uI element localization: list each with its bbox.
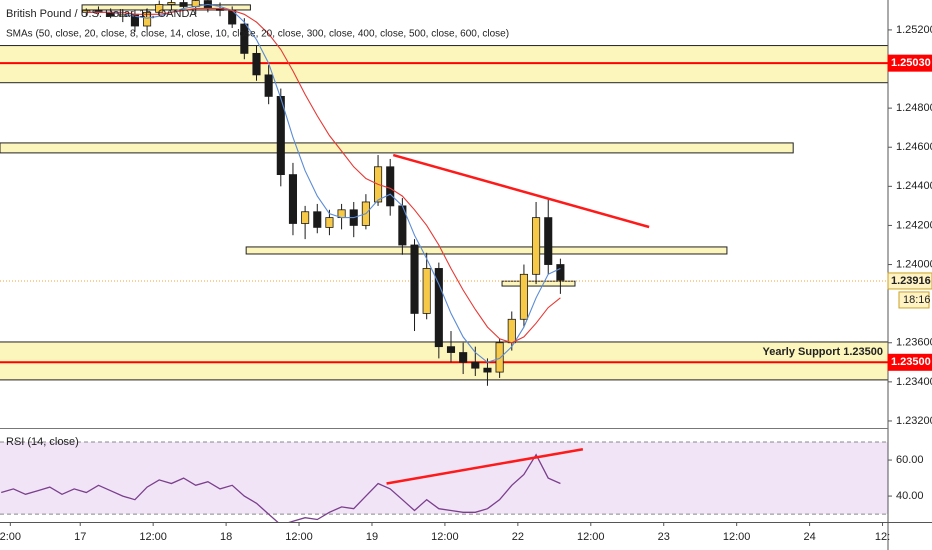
x-tick-label: 12:	[875, 531, 890, 543]
candle-body	[155, 4, 164, 13]
y-tick-label: 1.24800	[896, 102, 932, 114]
y-tick-label: 1.24600	[896, 141, 932, 153]
price-label: 1.23500	[891, 356, 931, 368]
x-tick-label: 12:00	[723, 531, 751, 543]
x-tick-label: 19	[366, 531, 378, 543]
zone	[501, 280, 576, 287]
chart-title: British Pound / U.S. Dollar, 1h, OANDA	[6, 8, 197, 20]
y-tick-label: 1.23400	[896, 376, 932, 388]
candle-body	[386, 166, 395, 207]
candle-body	[313, 211, 322, 228]
x-tick-label: 23	[658, 531, 670, 543]
zone	[245, 246, 728, 255]
price-pane	[0, 0, 888, 386]
x-tick-label: 17	[74, 531, 86, 543]
y-tick-label: 1.23600	[896, 337, 932, 349]
candle-body	[495, 342, 504, 373]
price-label: 1.25030	[891, 57, 931, 69]
x-tick-label: 12:00	[431, 531, 459, 543]
x-tick-label: 12:00	[139, 531, 167, 543]
x-tick-label: 12:00	[285, 531, 313, 543]
candle-body	[301, 211, 310, 224]
y-tick-label: 1.24200	[896, 219, 932, 231]
candle-body	[179, 2, 188, 7]
y-tick-label: 1.25200	[896, 24, 932, 36]
price-label: 1.23916	[891, 275, 931, 287]
x-tick-label: 12:00	[577, 531, 605, 543]
candle-body	[446, 346, 456, 353]
candle-body	[325, 217, 334, 228]
x-tick-label: 18	[220, 531, 232, 543]
candle-body	[143, 11, 152, 27]
x-tick-label: 22	[512, 531, 524, 543]
candle-body	[459, 352, 468, 363]
rsi-line	[1, 453, 561, 522]
candle-body	[544, 217, 553, 265]
candle-body	[434, 268, 443, 348]
candle-body	[264, 74, 273, 97]
y-tick-label: 1.24000	[896, 258, 932, 270]
price-label-box	[887, 353, 932, 371]
rsi-title: RSI (14, close)	[6, 436, 79, 448]
sma-line	[86, 3, 561, 363]
candle-body	[252, 52, 261, 76]
candle-body	[288, 174, 298, 224]
candle-body	[519, 273, 528, 320]
countdown: 18:16	[903, 294, 931, 306]
zone	[0, 341, 888, 381]
zone	[0, 142, 794, 154]
x-tick-label: 24	[803, 531, 815, 543]
price-label-box	[887, 54, 932, 72]
sma-line	[86, 7, 561, 344]
candle-body	[167, 2, 176, 5]
y-tick-label: 40.00	[896, 490, 924, 502]
candle-body	[483, 367, 492, 373]
x-tick-label: 2:00	[0, 531, 21, 543]
trendline	[392, 153, 650, 229]
trendline	[386, 448, 584, 485]
price-label-box	[887, 272, 932, 290]
candle-body	[507, 318, 516, 344]
rsi-band	[0, 442, 888, 515]
zone	[81, 4, 251, 11]
candle-body	[422, 268, 431, 314]
candle-body	[556, 264, 565, 281]
y-tick-label: 1.24400	[896, 180, 932, 192]
indicator-legend: SMAs (50, close, 20, close, 8, close, 14…	[6, 29, 509, 40]
candle-body	[471, 361, 480, 369]
y-tick-label: 60.00	[896, 454, 924, 466]
candle-body	[240, 23, 249, 54]
annotation: Yearly Support 1.23500	[763, 346, 883, 358]
rsi-pane	[0, 441, 888, 522]
y-tick-label: 1.23200	[896, 415, 932, 427]
countdown-box	[898, 291, 930, 309]
candle-body	[410, 244, 419, 314]
candle-body	[276, 95, 285, 176]
candle-body	[532, 217, 541, 275]
